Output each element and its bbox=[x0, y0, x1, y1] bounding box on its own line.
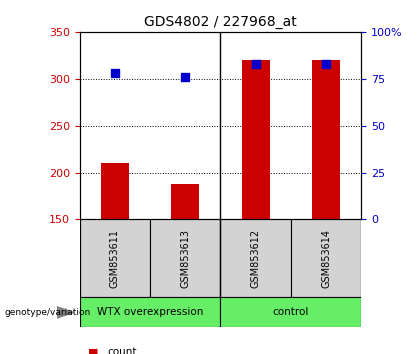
Point bbox=[252, 61, 259, 67]
Point bbox=[323, 61, 329, 67]
Bar bbox=[291, 219, 361, 297]
Bar bbox=[80, 219, 150, 297]
Text: GSM853611: GSM853611 bbox=[110, 229, 120, 288]
Text: GSM853613: GSM853613 bbox=[180, 229, 190, 288]
Text: WTX overexpression: WTX overexpression bbox=[97, 307, 203, 318]
Bar bbox=[80, 297, 220, 327]
Title: GDS4802 / 227968_at: GDS4802 / 227968_at bbox=[144, 16, 297, 29]
Text: GSM853614: GSM853614 bbox=[321, 229, 331, 288]
Polygon shape bbox=[57, 307, 74, 318]
Bar bbox=[241, 60, 270, 219]
Bar bbox=[150, 219, 220, 297]
Point bbox=[112, 70, 118, 76]
Text: GSM853612: GSM853612 bbox=[251, 229, 261, 288]
Bar bbox=[312, 60, 340, 219]
Bar bbox=[220, 297, 361, 327]
Text: genotype/variation: genotype/variation bbox=[4, 308, 90, 317]
Bar bbox=[171, 184, 200, 219]
Text: ■: ■ bbox=[88, 347, 99, 354]
Point bbox=[182, 74, 189, 80]
Text: control: control bbox=[273, 307, 309, 318]
Bar bbox=[220, 219, 291, 297]
Bar bbox=[101, 163, 129, 219]
Text: count: count bbox=[107, 347, 136, 354]
